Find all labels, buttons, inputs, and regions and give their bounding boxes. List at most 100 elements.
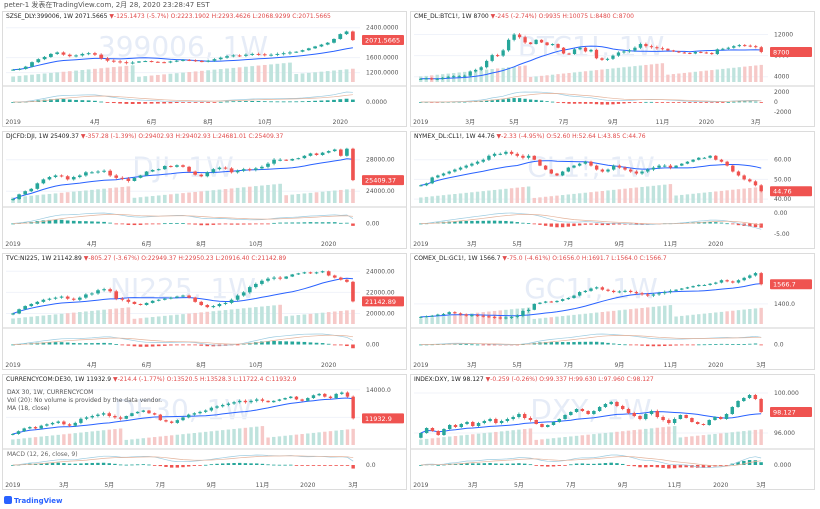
volume-bar bbox=[487, 190, 491, 203]
macd-histogram-bar bbox=[708, 221, 712, 224]
candle bbox=[742, 397, 746, 402]
candle bbox=[511, 415, 515, 421]
candle bbox=[453, 168, 457, 173]
volume-bar bbox=[130, 439, 134, 445]
volume-bar bbox=[629, 309, 633, 324]
candle bbox=[150, 300, 155, 304]
volume-bar bbox=[672, 426, 677, 445]
macd-histogram-bar bbox=[284, 341, 289, 345]
candle bbox=[250, 52, 255, 56]
candle bbox=[532, 303, 536, 311]
chart-svg-nikkei[interactable]: NI225, 1W24000.0022000.0020000.000.00211… bbox=[3, 254, 407, 370]
volume-bar bbox=[521, 187, 525, 203]
chart-panel-nikkei[interactable]: NI225, 1W 24000.00 22000.00 20000.00 0.00 211… bbox=[2, 253, 407, 370]
chart-panel-dxy[interactable]: DXY, 1W 100.000 96.000 0.000 98.127 2019 3月 5月 7… bbox=[410, 374, 815, 490]
macd-histogram-bar bbox=[111, 102, 116, 104]
macd-histogram-bar bbox=[498, 220, 502, 224]
candle bbox=[492, 152, 497, 158]
candle bbox=[77, 296, 82, 301]
volume-bar bbox=[724, 432, 729, 445]
candle bbox=[543, 165, 548, 171]
x-tick-label: 2020 bbox=[321, 241, 336, 248]
macd-histogram-bar bbox=[580, 463, 585, 465]
volume-bar bbox=[319, 71, 324, 82]
volume-bar bbox=[209, 431, 214, 445]
price-tick-label: 20000.00 bbox=[366, 310, 395, 317]
chart-panel-dji[interactable]: DJI, 1W 28000.00 24000.00 0.00 25409.37 2019 4… bbox=[2, 131, 407, 249]
volume-bar bbox=[174, 73, 179, 82]
macd-histogram-bar bbox=[65, 342, 70, 345]
candle bbox=[560, 170, 565, 177]
candle bbox=[283, 397, 287, 401]
macd-histogram-bar bbox=[226, 463, 231, 465]
candle bbox=[685, 286, 690, 290]
macd-histogram-bar bbox=[671, 102, 676, 103]
macd-histogram-bar bbox=[458, 221, 463, 224]
x-tick-label: 3月 bbox=[348, 482, 358, 489]
candle bbox=[424, 182, 429, 187]
volume-bar bbox=[311, 432, 316, 445]
macd-histogram-bar bbox=[736, 344, 741, 345]
chart-svg-btc[interactable]: BTC1!, 1W120008000400020000-200087002019… bbox=[411, 12, 815, 127]
candle bbox=[17, 193, 21, 200]
candle bbox=[320, 151, 325, 156]
chart-svg-szse[interactable]: 399006, 1W2400.00001600.00001200.00000.0… bbox=[3, 12, 407, 127]
chart-panel-szse[interactable]: 399006, 1W 2400.0000 1600.0000 1200.0000 0.0… bbox=[2, 11, 407, 127]
candle bbox=[710, 52, 714, 55]
candle bbox=[93, 51, 97, 56]
chart-svg-oil[interactable]: CL1!, 1W 60.0050.0040.000.00-5.0044.76201… bbox=[411, 132, 815, 249]
macd-histogram-bar bbox=[680, 344, 684, 346]
volume-bar bbox=[235, 187, 240, 203]
candle bbox=[748, 178, 752, 183]
chart-panel-dax[interactable]: DE30, 1W14000.012000.00.011932.920193月5月… bbox=[2, 374, 407, 490]
signal-line bbox=[420, 93, 762, 103]
tradingview-logo[interactable]: TradingView bbox=[4, 496, 63, 506]
candle bbox=[682, 51, 687, 54]
candle bbox=[702, 284, 707, 286]
volume-bar bbox=[247, 186, 252, 203]
macd-histogram-bar bbox=[557, 465, 562, 466]
macd-histogram-bar bbox=[495, 99, 500, 102]
x-tick-label: 7月 bbox=[155, 482, 165, 489]
candle bbox=[589, 160, 593, 167]
candle bbox=[181, 164, 185, 168]
chart-panel-btc[interactable]: BTC1!, 1W120008000400020000-200087002019… bbox=[410, 11, 815, 127]
candle bbox=[107, 411, 111, 418]
chart-panel-oil[interactable]: CL1!, 1W 60.00 50.00 40.00 0.00 -5.00 44.76 201… bbox=[410, 131, 815, 249]
macd-histogram-bar bbox=[419, 465, 423, 466]
candle bbox=[114, 289, 119, 301]
symbol-label: COMEX_DL:GC1!, 1W bbox=[414, 255, 480, 262]
macd-histogram-bar bbox=[132, 223, 137, 226]
macd-histogram-bar bbox=[572, 342, 576, 345]
candle bbox=[430, 77, 434, 81]
macd-histogram-bar bbox=[668, 344, 673, 346]
macd-histogram-bar bbox=[144, 223, 149, 225]
volume-bar bbox=[476, 433, 481, 445]
macd-histogram-bar bbox=[350, 99, 355, 102]
price-tick-label: 40.00 bbox=[774, 196, 791, 203]
volume-bar bbox=[430, 438, 435, 445]
volume-bar bbox=[485, 69, 489, 82]
volume-bar bbox=[193, 191, 197, 203]
macd-histogram-bar bbox=[509, 221, 514, 224]
macd-histogram-bar bbox=[250, 100, 255, 102]
candle bbox=[290, 273, 295, 278]
volume-bar bbox=[617, 310, 622, 324]
candle bbox=[589, 48, 593, 53]
volume-bar bbox=[748, 188, 752, 203]
candle bbox=[41, 178, 46, 185]
chart-panel-gold[interactable]: GC1!, 1W 1400.0 0.0 1566.7 2019 3月 5月 7月 9月 11月 20… bbox=[410, 253, 815, 370]
macd-histogram-bar bbox=[759, 462, 763, 465]
volume-bar bbox=[132, 197, 137, 203]
volume-bar bbox=[241, 308, 246, 324]
volume-bar bbox=[325, 71, 330, 82]
macd-histogram-bar bbox=[638, 465, 642, 468]
macd-histogram-bar bbox=[649, 465, 654, 467]
chart-svg-dax[interactable]: DE30, 1W14000.012000.00.011932.920193月5月… bbox=[3, 375, 407, 490]
macd-histogram-bar bbox=[61, 99, 66, 102]
candle bbox=[572, 48, 577, 55]
volume-bar bbox=[29, 195, 34, 203]
